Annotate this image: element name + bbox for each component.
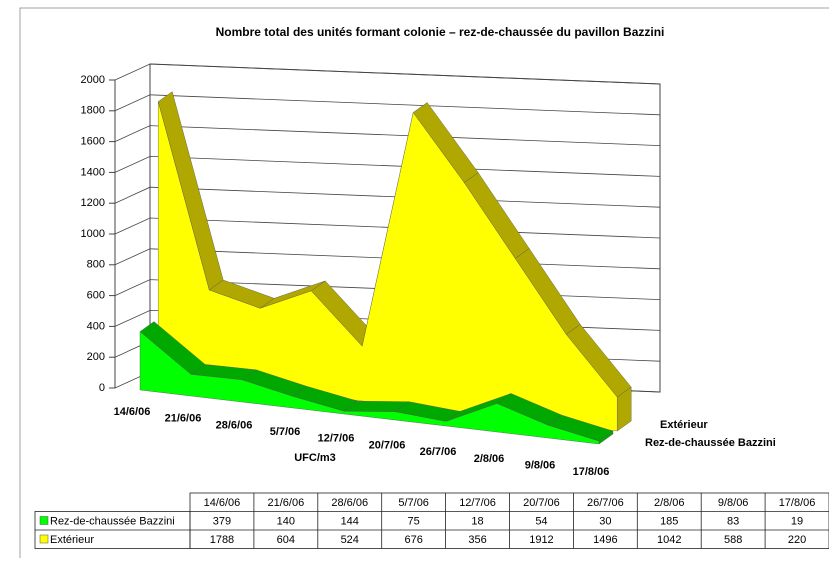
table-cell: 676 bbox=[404, 534, 422, 546]
table-cell: 30 bbox=[599, 516, 611, 528]
table-header: 9/8/06 bbox=[718, 497, 749, 509]
table-cell: 144 bbox=[341, 516, 359, 528]
table-cell: 220 bbox=[788, 534, 806, 546]
table-cell: 54 bbox=[535, 516, 547, 528]
y-tick-label: 0 bbox=[99, 382, 105, 394]
table-header: 14/6/06 bbox=[204, 497, 241, 509]
x-tick-label: 17/8/06 bbox=[573, 466, 610, 478]
y-tick-label: 600 bbox=[87, 290, 105, 302]
x-tick-label: 2/8/06 bbox=[474, 453, 505, 465]
table-cell: 19 bbox=[791, 516, 803, 528]
x-tick-label: 20/7/06 bbox=[369, 439, 406, 451]
grid-line bbox=[114, 155, 661, 177]
y-tick-label: 1000 bbox=[81, 228, 105, 240]
x-tick-label: 9/8/06 bbox=[525, 460, 556, 472]
table-cell: 75 bbox=[408, 516, 420, 528]
table-cell: 524 bbox=[341, 534, 359, 546]
table-cell: 1788 bbox=[210, 534, 234, 546]
y-tick-label: 2000 bbox=[81, 74, 105, 86]
series-depth-label: Rez-de-chaussée Bazzini bbox=[645, 437, 776, 449]
table-cell: 1912 bbox=[529, 534, 553, 546]
table-header: 28/6/06 bbox=[331, 497, 368, 509]
series-depth-label: Extérieur bbox=[660, 419, 708, 431]
y-tick-label: 1200 bbox=[81, 197, 105, 209]
legend-swatch bbox=[39, 534, 49, 544]
y-tick-label: 200 bbox=[87, 351, 105, 363]
y-axis-label: UFC/m3 bbox=[294, 452, 336, 464]
table-cell: 604 bbox=[277, 534, 295, 546]
table-cell: 18 bbox=[471, 516, 483, 528]
table-cell: 1496 bbox=[593, 534, 617, 546]
legend-swatch bbox=[39, 516, 49, 525]
table-header: 26/7/06 bbox=[587, 497, 624, 509]
y-tick-label: 1800 bbox=[81, 105, 105, 117]
table-row-label: Rez-de-chaussée Bazzini bbox=[50, 516, 175, 528]
chart-title: Nombre total des unités formant colonie … bbox=[216, 25, 665, 39]
table-cell: 83 bbox=[727, 516, 739, 528]
area bbox=[139, 331, 600, 445]
x-tick-label: 5/7/06 bbox=[270, 426, 301, 438]
table-header: 12/7/06 bbox=[459, 497, 496, 509]
table-cell: 185 bbox=[660, 516, 678, 528]
x-tick-label: 28/6/06 bbox=[216, 419, 253, 431]
table-cell: 379 bbox=[213, 516, 231, 528]
grid-line bbox=[114, 94, 661, 116]
table-header: 21/6/06 bbox=[267, 497, 304, 509]
area bbox=[157, 101, 618, 432]
grid-line bbox=[114, 63, 661, 85]
y-tick-label: 1600 bbox=[81, 136, 105, 148]
table-header: 17/8/06 bbox=[779, 497, 816, 509]
table-cell: 356 bbox=[468, 534, 486, 546]
table-cell: 1042 bbox=[657, 534, 681, 546]
table-header: 5/7/06 bbox=[398, 497, 429, 509]
x-tick-label: 12/7/06 bbox=[318, 433, 355, 445]
y-tick-label: 800 bbox=[87, 259, 105, 271]
grid-line bbox=[114, 125, 661, 146]
y-tick-label: 400 bbox=[87, 320, 105, 332]
table-row-label: Extérieur bbox=[50, 534, 94, 546]
x-tick-label: 26/7/06 bbox=[420, 446, 457, 458]
y-tick-label: 1400 bbox=[81, 166, 105, 178]
table-cell: 140 bbox=[277, 516, 295, 528]
table-cell: 588 bbox=[724, 534, 742, 546]
x-tick-label: 14/6/06 bbox=[114, 406, 151, 418]
table-header: 20/7/06 bbox=[523, 497, 560, 509]
table-header: 2/8/06 bbox=[654, 497, 685, 509]
x-tick-label: 21/6/06 bbox=[165, 413, 202, 425]
